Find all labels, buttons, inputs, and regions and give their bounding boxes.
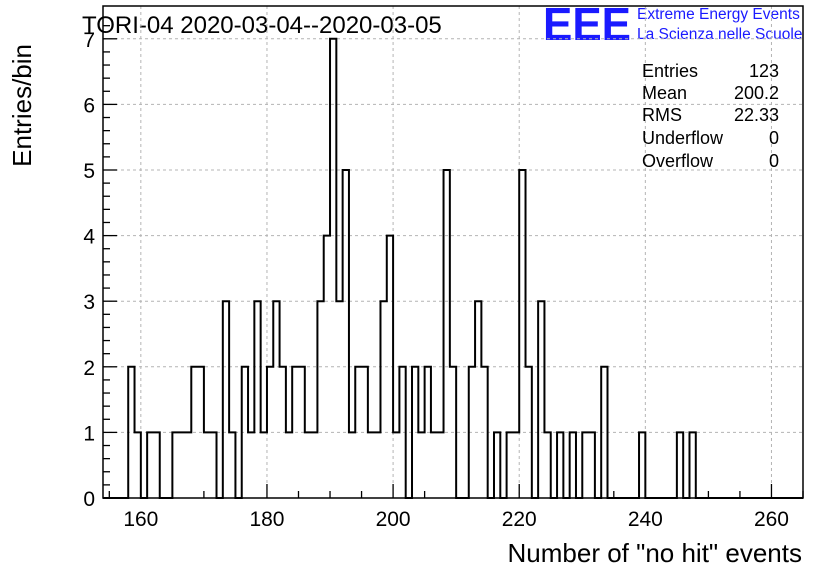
plot-frame xyxy=(102,5,804,499)
logo-line-2: La Scienza nelle Scuole xyxy=(637,26,802,43)
stat-label: Underflow xyxy=(642,128,724,148)
y-tick-label: 2 xyxy=(83,357,95,380)
stat-label: Overflow xyxy=(642,151,714,171)
x-tick-label: 220 xyxy=(502,508,537,531)
y-tick-label: 1 xyxy=(83,422,95,445)
stats-box: Entries 123 Mean 200.2 RMS 22.33 Underfl… xyxy=(642,61,779,171)
y-tick-label: 7 xyxy=(83,29,95,52)
stat-value: 22.33 xyxy=(734,105,779,125)
x-tick-label: 200 xyxy=(376,508,411,531)
x-axis-label: Number of "no hit" events xyxy=(508,538,803,568)
stat-label: RMS xyxy=(642,105,682,125)
stat-value: 0 xyxy=(769,128,779,148)
histogram-line xyxy=(103,37,803,499)
y-tick-label: 4 xyxy=(83,226,95,249)
logo-line-1: Extreme Energy Events xyxy=(637,6,800,23)
x-tick-label: 260 xyxy=(754,508,789,531)
logo-mark: EEE xyxy=(543,0,631,50)
y-axis-label: Entries/bin xyxy=(7,44,37,167)
x-tick-label: 160 xyxy=(123,508,158,531)
stat-value: 200.2 xyxy=(734,83,779,103)
y-tick-label: 5 xyxy=(83,160,95,183)
x-tick-label: 240 xyxy=(628,508,663,531)
chart-title: TORI-04 2020-03-04--2020-03-05 xyxy=(82,12,442,39)
stat-label: Entries xyxy=(642,61,698,81)
eee-logo: EEE Extreme Energy Events La Scienza nel… xyxy=(543,0,802,50)
stat-value: 0 xyxy=(769,151,779,171)
x-tick-label: 180 xyxy=(249,508,284,531)
y-tick-label: 0 xyxy=(83,488,95,511)
stat-value: 123 xyxy=(749,61,779,81)
stat-label: Mean xyxy=(642,83,687,103)
y-tick-label: 6 xyxy=(83,94,95,117)
y-tick-label: 3 xyxy=(83,291,95,314)
